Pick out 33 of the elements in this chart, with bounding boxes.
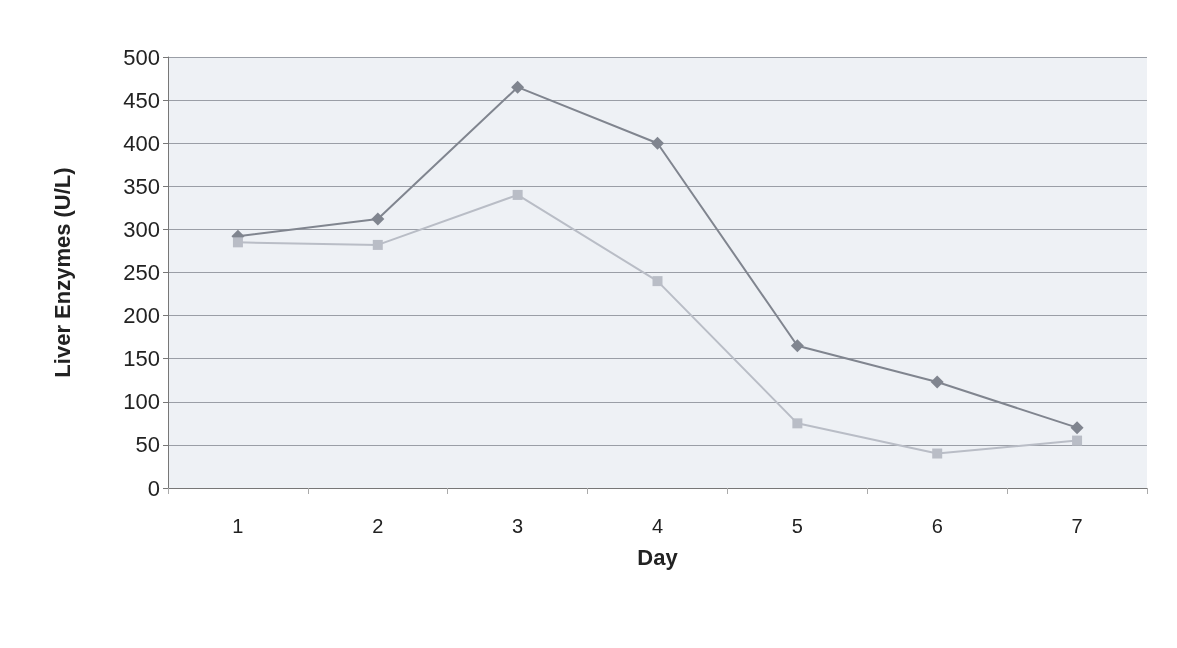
y-tick-label: 500 — [123, 44, 160, 70]
point — [512, 189, 523, 200]
point — [372, 239, 383, 250]
point — [511, 80, 525, 94]
y-tick-label: 400 — [123, 130, 160, 156]
x-tick-label: 5 — [791, 515, 803, 537]
point — [651, 136, 664, 150]
y-tick-label: 50 — [135, 432, 160, 458]
y-tick-label: 100 — [123, 389, 160, 415]
x-tick-label: 6 — [931, 515, 943, 537]
point — [1072, 435, 1083, 446]
point — [930, 375, 944, 389]
point — [652, 276, 663, 287]
x-tick-label: 7 — [1071, 515, 1083, 537]
y-tick-label: 300 — [123, 216, 160, 242]
x-tick-label: 2 — [372, 515, 384, 537]
point — [1070, 421, 1084, 435]
point — [232, 237, 243, 248]
x-axis-title: Day — [637, 544, 679, 570]
point — [932, 448, 943, 459]
x-tick-label: 1 — [232, 515, 244, 537]
point — [792, 418, 803, 429]
y-tick-label: 0 — [147, 475, 160, 501]
y-tick-label: 350 — [123, 173, 160, 199]
x-tick-label: 3 — [512, 515, 524, 537]
y-tick-label: 200 — [123, 303, 160, 329]
y-tick-label: 150 — [123, 346, 160, 372]
y-tick-label: 250 — [123, 260, 160, 285]
x-tick-label: 4 — [651, 515, 664, 537]
point — [790, 339, 804, 353]
y-tick-label: 450 — [123, 87, 160, 113]
y-axis-title: Liver Enzymes (U/L) — [49, 167, 75, 378]
point — [371, 212, 385, 226]
